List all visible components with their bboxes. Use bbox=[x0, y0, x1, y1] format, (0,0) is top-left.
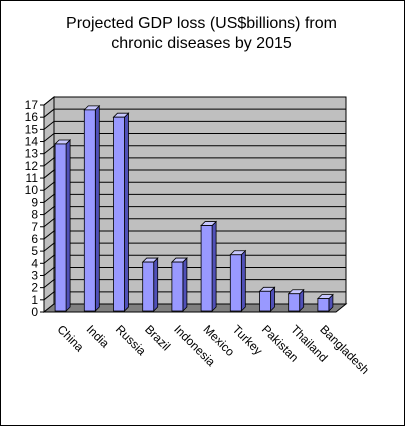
gridline bbox=[43, 242, 346, 252]
y-tick-label: 9 bbox=[31, 195, 38, 209]
bar-side-face bbox=[94, 104, 100, 312]
gridline bbox=[43, 230, 346, 240]
plot-side-wall bbox=[43, 95, 55, 314]
y-tick-label: 0 bbox=[31, 305, 38, 319]
x-tick-label: Russia bbox=[113, 322, 149, 358]
gridline bbox=[43, 206, 346, 215]
bar-front-face bbox=[229, 254, 242, 312]
y-tick-label: 3 bbox=[31, 268, 38, 282]
bar-side-face bbox=[240, 249, 246, 312]
bar-bangladesh bbox=[316, 293, 334, 312]
bar-mexico bbox=[200, 220, 218, 312]
gridline bbox=[43, 181, 346, 191]
bar-side-face bbox=[65, 138, 71, 312]
gridline bbox=[43, 120, 346, 130]
bar-side-face bbox=[182, 257, 188, 312]
bar-front-face bbox=[83, 109, 96, 312]
chart-title-line-1: Projected GDP loss (US$billions) from bbox=[66, 15, 337, 32]
y-tick-label: 12 bbox=[25, 159, 39, 173]
gridline bbox=[43, 193, 346, 203]
y-tick-label: 2 bbox=[31, 281, 38, 295]
gridline bbox=[43, 157, 346, 167]
x-tick-label: Turkey bbox=[230, 322, 266, 358]
y-tick-label: 15 bbox=[25, 122, 39, 136]
y-tick-label: 1 bbox=[31, 293, 38, 307]
gridline bbox=[43, 169, 346, 179]
y-tick-label: 4 bbox=[31, 256, 38, 270]
gridline bbox=[43, 133, 346, 142]
gridline bbox=[43, 279, 346, 289]
bar-front-face bbox=[259, 290, 271, 312]
bar-front-face bbox=[200, 225, 213, 312]
y-tick-label: 7 bbox=[31, 220, 38, 234]
bar-front-face bbox=[171, 261, 184, 312]
bar-thailand bbox=[287, 288, 305, 312]
chart-title-line-2: chronic diseases by 2015 bbox=[111, 35, 292, 52]
bar-side-face bbox=[124, 112, 129, 312]
y-tick-label: 5 bbox=[31, 244, 38, 258]
bar-turkey bbox=[229, 249, 247, 312]
y-tick-label: 16 bbox=[25, 110, 39, 124]
bar-india bbox=[83, 104, 101, 312]
bar-front-face bbox=[142, 261, 155, 312]
bar-front-face bbox=[113, 116, 125, 312]
chart-title: Projected GDP loss (US$billions) from ch… bbox=[0, 14, 403, 54]
bar-pakistan bbox=[258, 286, 276, 312]
bar-side-face bbox=[211, 220, 217, 312]
gridline bbox=[43, 266, 346, 276]
bar-china bbox=[54, 138, 72, 312]
y-tick-label: 10 bbox=[25, 183, 39, 197]
gridline bbox=[43, 218, 346, 228]
bar-indonesia bbox=[170, 257, 188, 312]
y-tick-label: 8 bbox=[31, 208, 38, 222]
gridline bbox=[43, 108, 346, 118]
bar-front-face bbox=[317, 298, 330, 312]
bar-front-face bbox=[288, 293, 301, 312]
y-tick-label: 13 bbox=[25, 147, 39, 161]
x-tick-label: India bbox=[84, 322, 113, 351]
gridline bbox=[43, 254, 346, 264]
y-tick-label: 17 bbox=[25, 98, 39, 112]
bar-front-face bbox=[54, 143, 67, 312]
y-tick-label: 11 bbox=[26, 171, 39, 185]
y-tick-label: 14 bbox=[25, 135, 39, 149]
x-tick-label: China bbox=[54, 322, 86, 354]
y-tick-label: 6 bbox=[31, 232, 38, 246]
gridline bbox=[43, 145, 346, 155]
gridline bbox=[43, 96, 346, 106]
gridline bbox=[43, 291, 346, 301]
bar-brazil bbox=[141, 257, 159, 312]
bar-side-face bbox=[153, 257, 159, 312]
bar-russia bbox=[112, 112, 130, 312]
